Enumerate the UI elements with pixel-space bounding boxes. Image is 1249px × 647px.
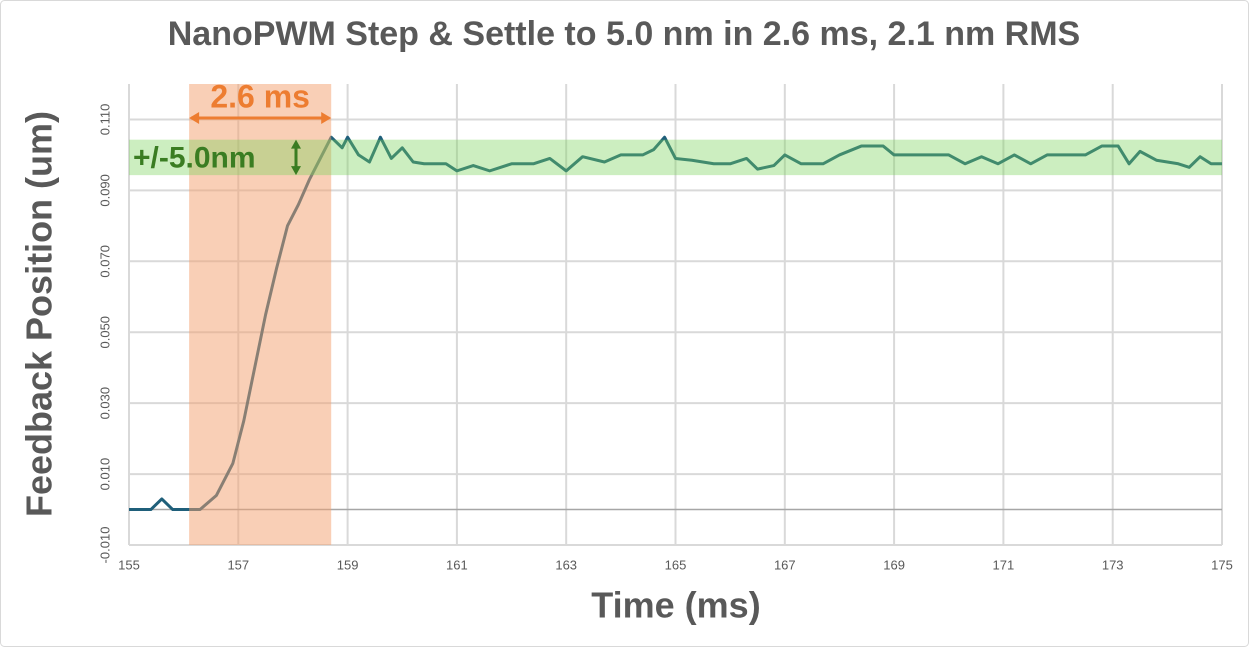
y-tick-label: -0.010 [97, 527, 112, 564]
annotation: +/-5.0nm [133, 141, 256, 174]
y-tick-label: 0.090 [97, 174, 112, 207]
x-tick-label: 169 [883, 557, 905, 572]
y-tick-label: 0.070 [97, 245, 112, 278]
x-tick-label: 171 [993, 557, 1015, 572]
x-tick-label: 175 [1211, 557, 1233, 572]
x-tick-label: 161 [446, 557, 468, 572]
y-tick-label: 0.110 [97, 104, 112, 136]
y-tick-label: 0.010 [97, 458, 112, 491]
plot-area [129, 84, 1222, 545]
tolerance-band [129, 139, 1222, 176]
x-tick-label: 159 [337, 557, 359, 572]
y-tick-label: 0.050 [97, 316, 112, 349]
x-tick-label: 165 [665, 557, 687, 572]
x-tick-label: 173 [1102, 557, 1124, 572]
x-tick-label: 157 [227, 557, 249, 572]
y-axis-label: Feedback Position (um) [19, 111, 60, 517]
y-tick-label: 0.030 [97, 387, 112, 420]
x-tick-label: 167 [774, 557, 796, 572]
x-tick-label: 163 [555, 557, 577, 572]
arrow-head [291, 139, 301, 176]
annotation: 2.6 ms [210, 78, 310, 114]
settle-window [189, 84, 332, 545]
chart-title: NanoPWM Step & Settle to 5.0 nm in 2.6 m… [168, 15, 1081, 53]
x-tick-label: 155 [118, 557, 140, 572]
x-axis-label: Time (ms) [591, 585, 760, 626]
